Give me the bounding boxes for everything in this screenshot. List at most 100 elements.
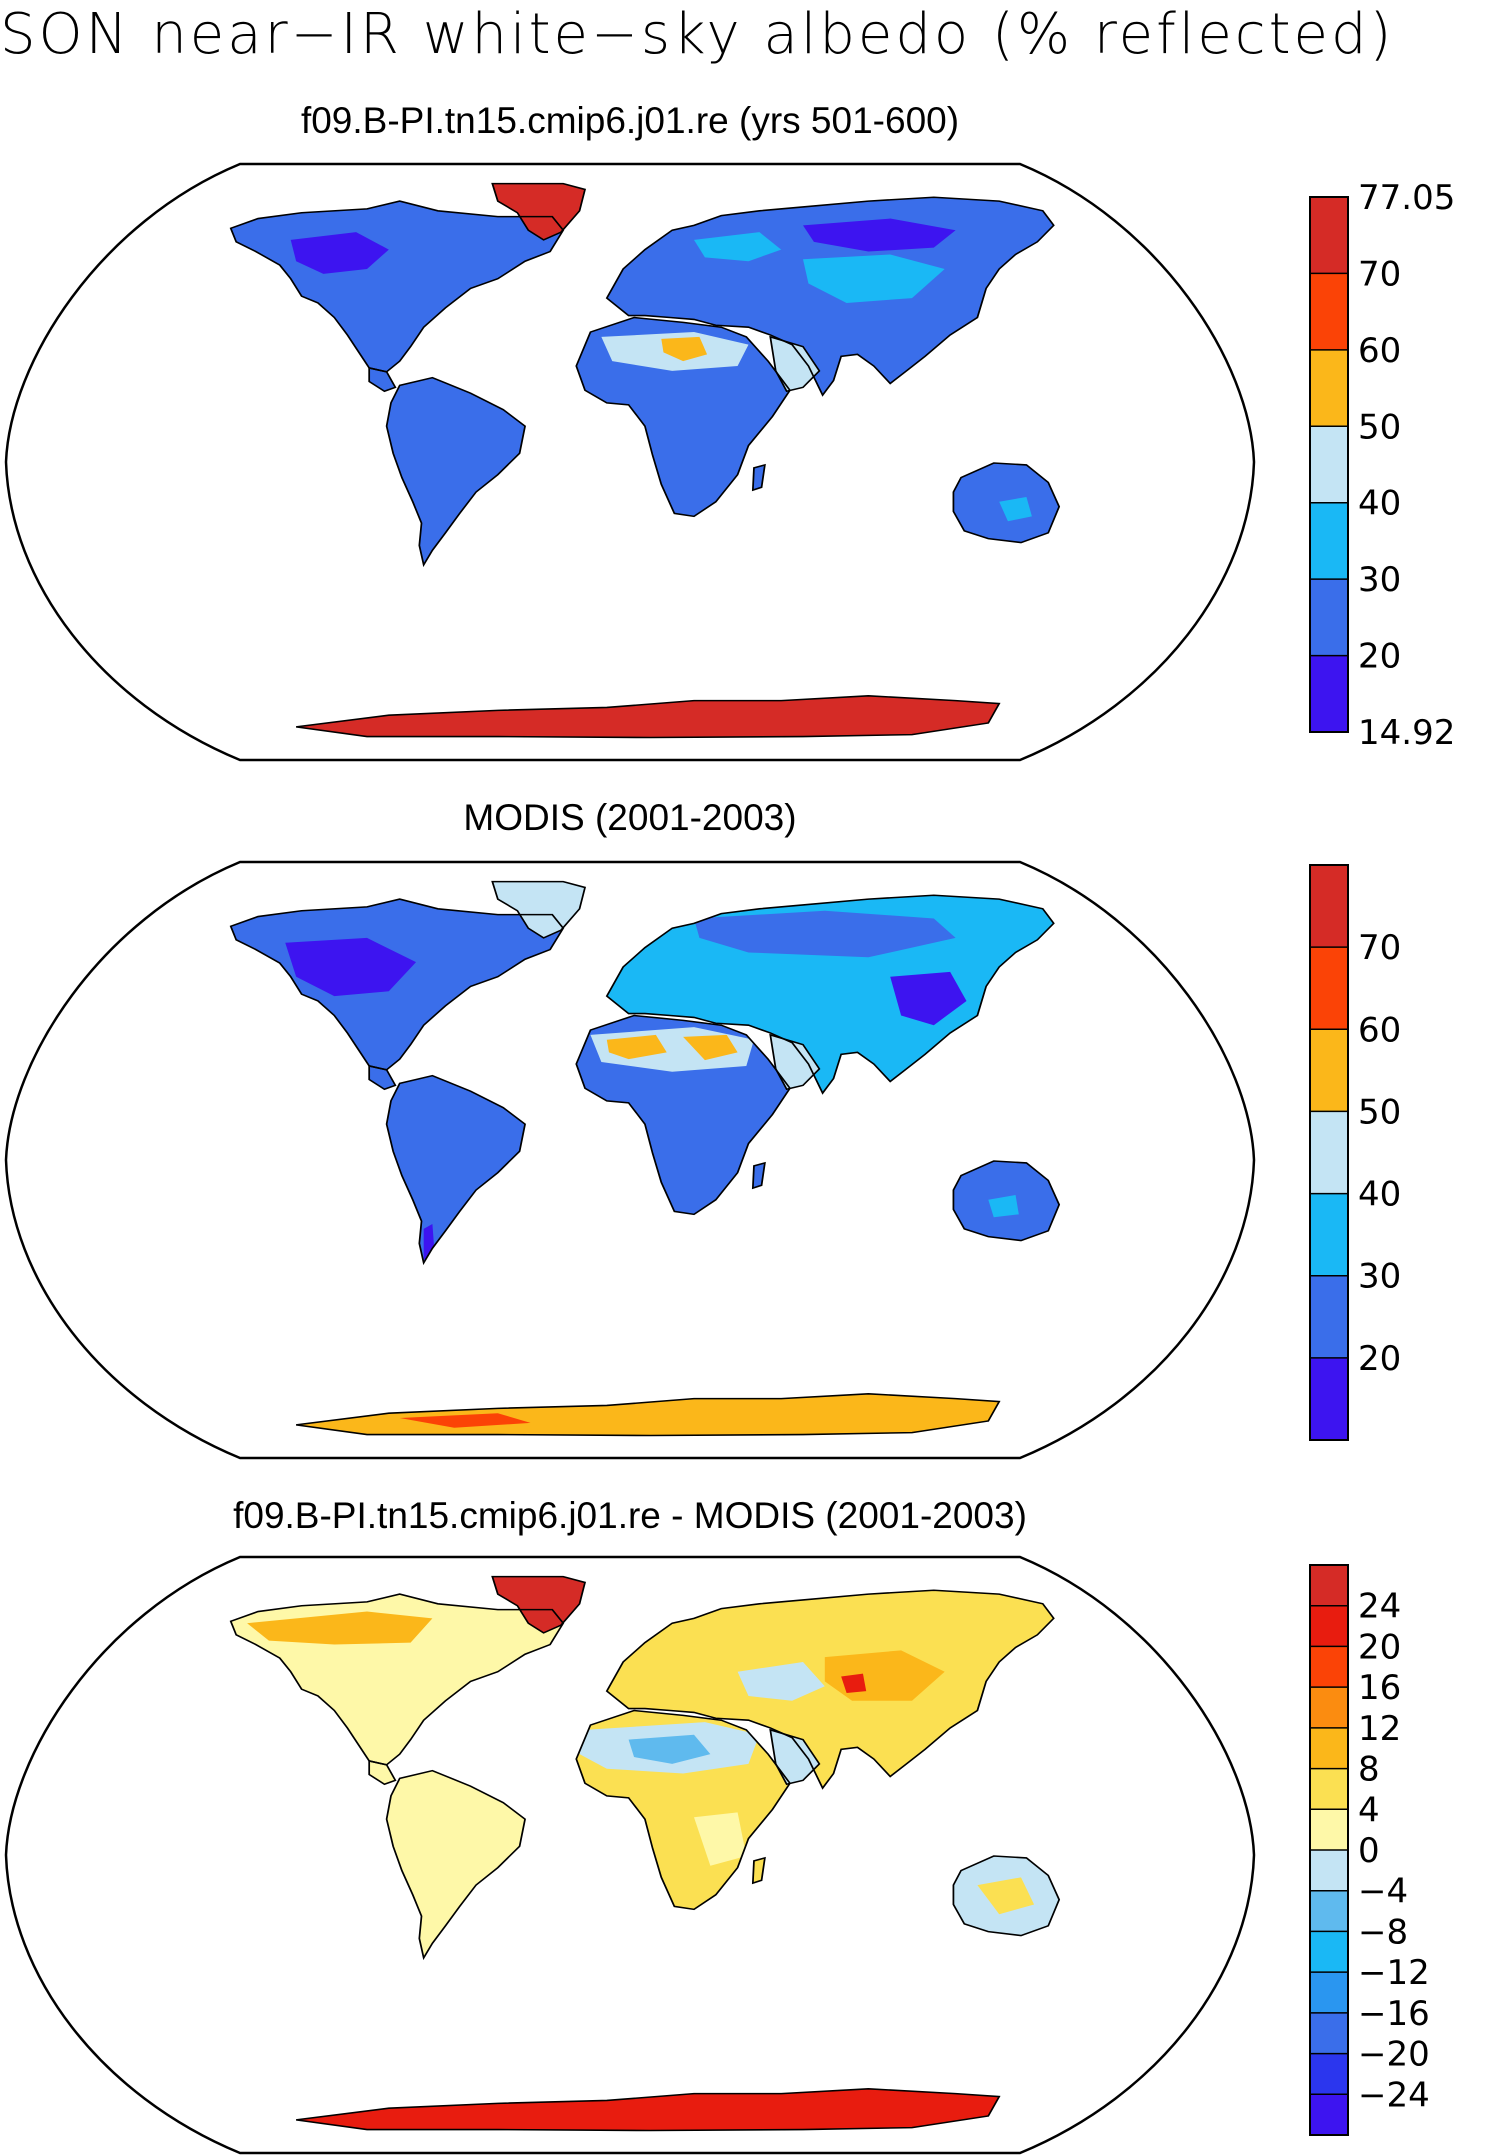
colorbar-tick-label: 4 — [1358, 1790, 1380, 1830]
colorbar-tick-label: 50 — [1358, 407, 1401, 447]
continent-antarctica-coastline — [296, 1393, 1001, 1437]
map-model — [4, 162, 1256, 762]
colorbar-tick-label: −8 — [1358, 1912, 1408, 1952]
contour-patch — [999, 496, 1032, 522]
continent-antarctica-coastline — [296, 2088, 1001, 2132]
contour-patch — [803, 254, 945, 303]
contour-patch — [285, 937, 417, 997]
contour-patch — [890, 971, 967, 1026]
continent-greenland-coastline — [491, 1575, 587, 1634]
colorbar-tick-label: 20 — [1358, 637, 1401, 677]
continent-africa-coastline — [575, 1709, 791, 1911]
panel-title-model: f09.B-PI.tn15.cmip6.j01.re (yrs 501-600) — [300, 100, 960, 141]
colorbar-swatch — [1310, 273, 1348, 350]
continent-south-america-coastline — [385, 376, 526, 568]
region-arabia-coastline — [769, 1033, 821, 1091]
contour-patch — [737, 1662, 825, 1701]
colorbar-tick-label: 30 — [1358, 560, 1401, 600]
continent-south-america-coastline — [385, 1074, 526, 1266]
colorbar-swatch — [1310, 865, 1348, 948]
colorbar-swatch — [1310, 1809, 1348, 1850]
colorbar-swatch — [1310, 947, 1348, 1030]
colorbar-swatch — [1310, 1357, 1348, 1440]
continent-australia-coastline — [952, 1855, 1061, 1937]
contour-patch — [803, 218, 956, 252]
colorbar-swatch — [1310, 426, 1348, 503]
colorbar-tick-label: 70 — [1358, 254, 1401, 294]
island-madagascar-coastline — [751, 1161, 766, 1190]
contour-patch — [290, 232, 389, 274]
colorbar-swatch — [1310, 1727, 1348, 1769]
colorbar-tick-label: 20 — [1358, 1339, 1401, 1379]
panel-title-diff: f09.B-PI.tn15.cmip6.j01.re - MODIS (2001… — [233, 1495, 1027, 1536]
colorbar-tick-label: −24 — [1358, 2075, 1430, 2115]
colorbar-tick-label: 70 — [1358, 928, 1401, 968]
contour-patch — [661, 336, 708, 362]
colorbar-swatch — [1310, 579, 1348, 656]
colorbar-swatch — [1310, 1111, 1348, 1194]
continent-antarctica-fill — [296, 2088, 1000, 2131]
island-madagascar-coastline — [751, 463, 766, 492]
colorbar-tick-label: 77.05 — [1358, 182, 1455, 218]
continent-antarctica-fill — [296, 695, 1000, 738]
continent-africa-coastline — [575, 1014, 791, 1216]
colorbar-swatch — [1310, 1605, 1348, 1647]
region-arabia-fill — [770, 1034, 820, 1090]
continent-central-america-coastline — [368, 1759, 397, 1786]
region-arabia-coastline — [769, 335, 821, 393]
colorbar-tick-label: 40 — [1358, 484, 1401, 524]
colorbar-frame — [1309, 864, 1349, 1441]
continent-africa-fill — [576, 317, 790, 517]
colorbar-swatch — [1310, 1850, 1348, 1891]
globe-outline — [4, 162, 1256, 762]
colorbar-tick-label: 60 — [1358, 331, 1401, 371]
continent-eurasia-fill — [606, 1590, 1054, 1789]
colorbar-tick-label: 24 — [1358, 1587, 1401, 1627]
contour-patch — [694, 1812, 747, 1866]
globe-outline — [4, 1555, 1256, 2155]
colorbar-swatch — [1310, 1768, 1348, 1810]
colorbar-swatch — [1310, 1687, 1348, 1728]
map-obs — [4, 860, 1256, 1460]
contour-patch — [977, 1877, 1035, 1915]
colorbar-swatch — [1310, 197, 1348, 274]
colorbar-swatch — [1310, 1193, 1348, 1276]
continent-africa-coastline — [575, 316, 791, 518]
colorbar-tick-label: −20 — [1358, 2035, 1430, 2075]
continent-south-america-fill — [386, 1075, 526, 1263]
contour-patch — [399, 1413, 531, 1428]
colorbar-swatch — [1310, 349, 1348, 427]
continent-greenland-fill — [492, 1576, 585, 1633]
continent-greenland-fill — [492, 881, 585, 938]
continent-eurasia-coastline — [605, 894, 1055, 1095]
contour-patch — [841, 1673, 867, 1694]
continent-south-america-fill — [386, 377, 526, 565]
contour-patch — [694, 910, 956, 958]
continent-australia-coastline — [952, 462, 1061, 544]
colorbar-tick-label: 50 — [1358, 1092, 1401, 1132]
colorbar-swatch — [1310, 502, 1348, 580]
continent-eurasia-fill — [606, 895, 1054, 1094]
region-arabia-fill — [770, 1729, 820, 1785]
panel-title-obs: MODIS (2001-2003) — [463, 797, 797, 838]
colorbar-swatch — [1310, 1931, 1348, 1973]
continent-central-america-coastline — [368, 366, 397, 393]
globe-outline — [4, 860, 1256, 1460]
colorbar-tick-label: 60 — [1358, 1010, 1401, 1050]
contour-patch — [399, 1792, 476, 1856]
continent-eurasia-coastline — [605, 1589, 1055, 1790]
colorbar-swatch — [1310, 1565, 1348, 1606]
colorbar-swatch — [1310, 2012, 1348, 2054]
colorbar-swatch — [1310, 1029, 1348, 1112]
contour-patch — [694, 232, 782, 262]
colorbar-swatch — [1310, 1972, 1348, 2013]
colorbar-tick-label: 14.92 — [1358, 713, 1455, 752]
colorbar-swatch — [1310, 2053, 1348, 2095]
region-arabia-fill — [770, 336, 820, 392]
contour-patch — [988, 1194, 1019, 1218]
colorbar-swatch — [1310, 1646, 1348, 1688]
colorbar-tick-label: 0 — [1358, 1831, 1380, 1871]
colorbar-tick-label: 40 — [1358, 1175, 1401, 1215]
colorbar-swatch — [1310, 2094, 1348, 2135]
